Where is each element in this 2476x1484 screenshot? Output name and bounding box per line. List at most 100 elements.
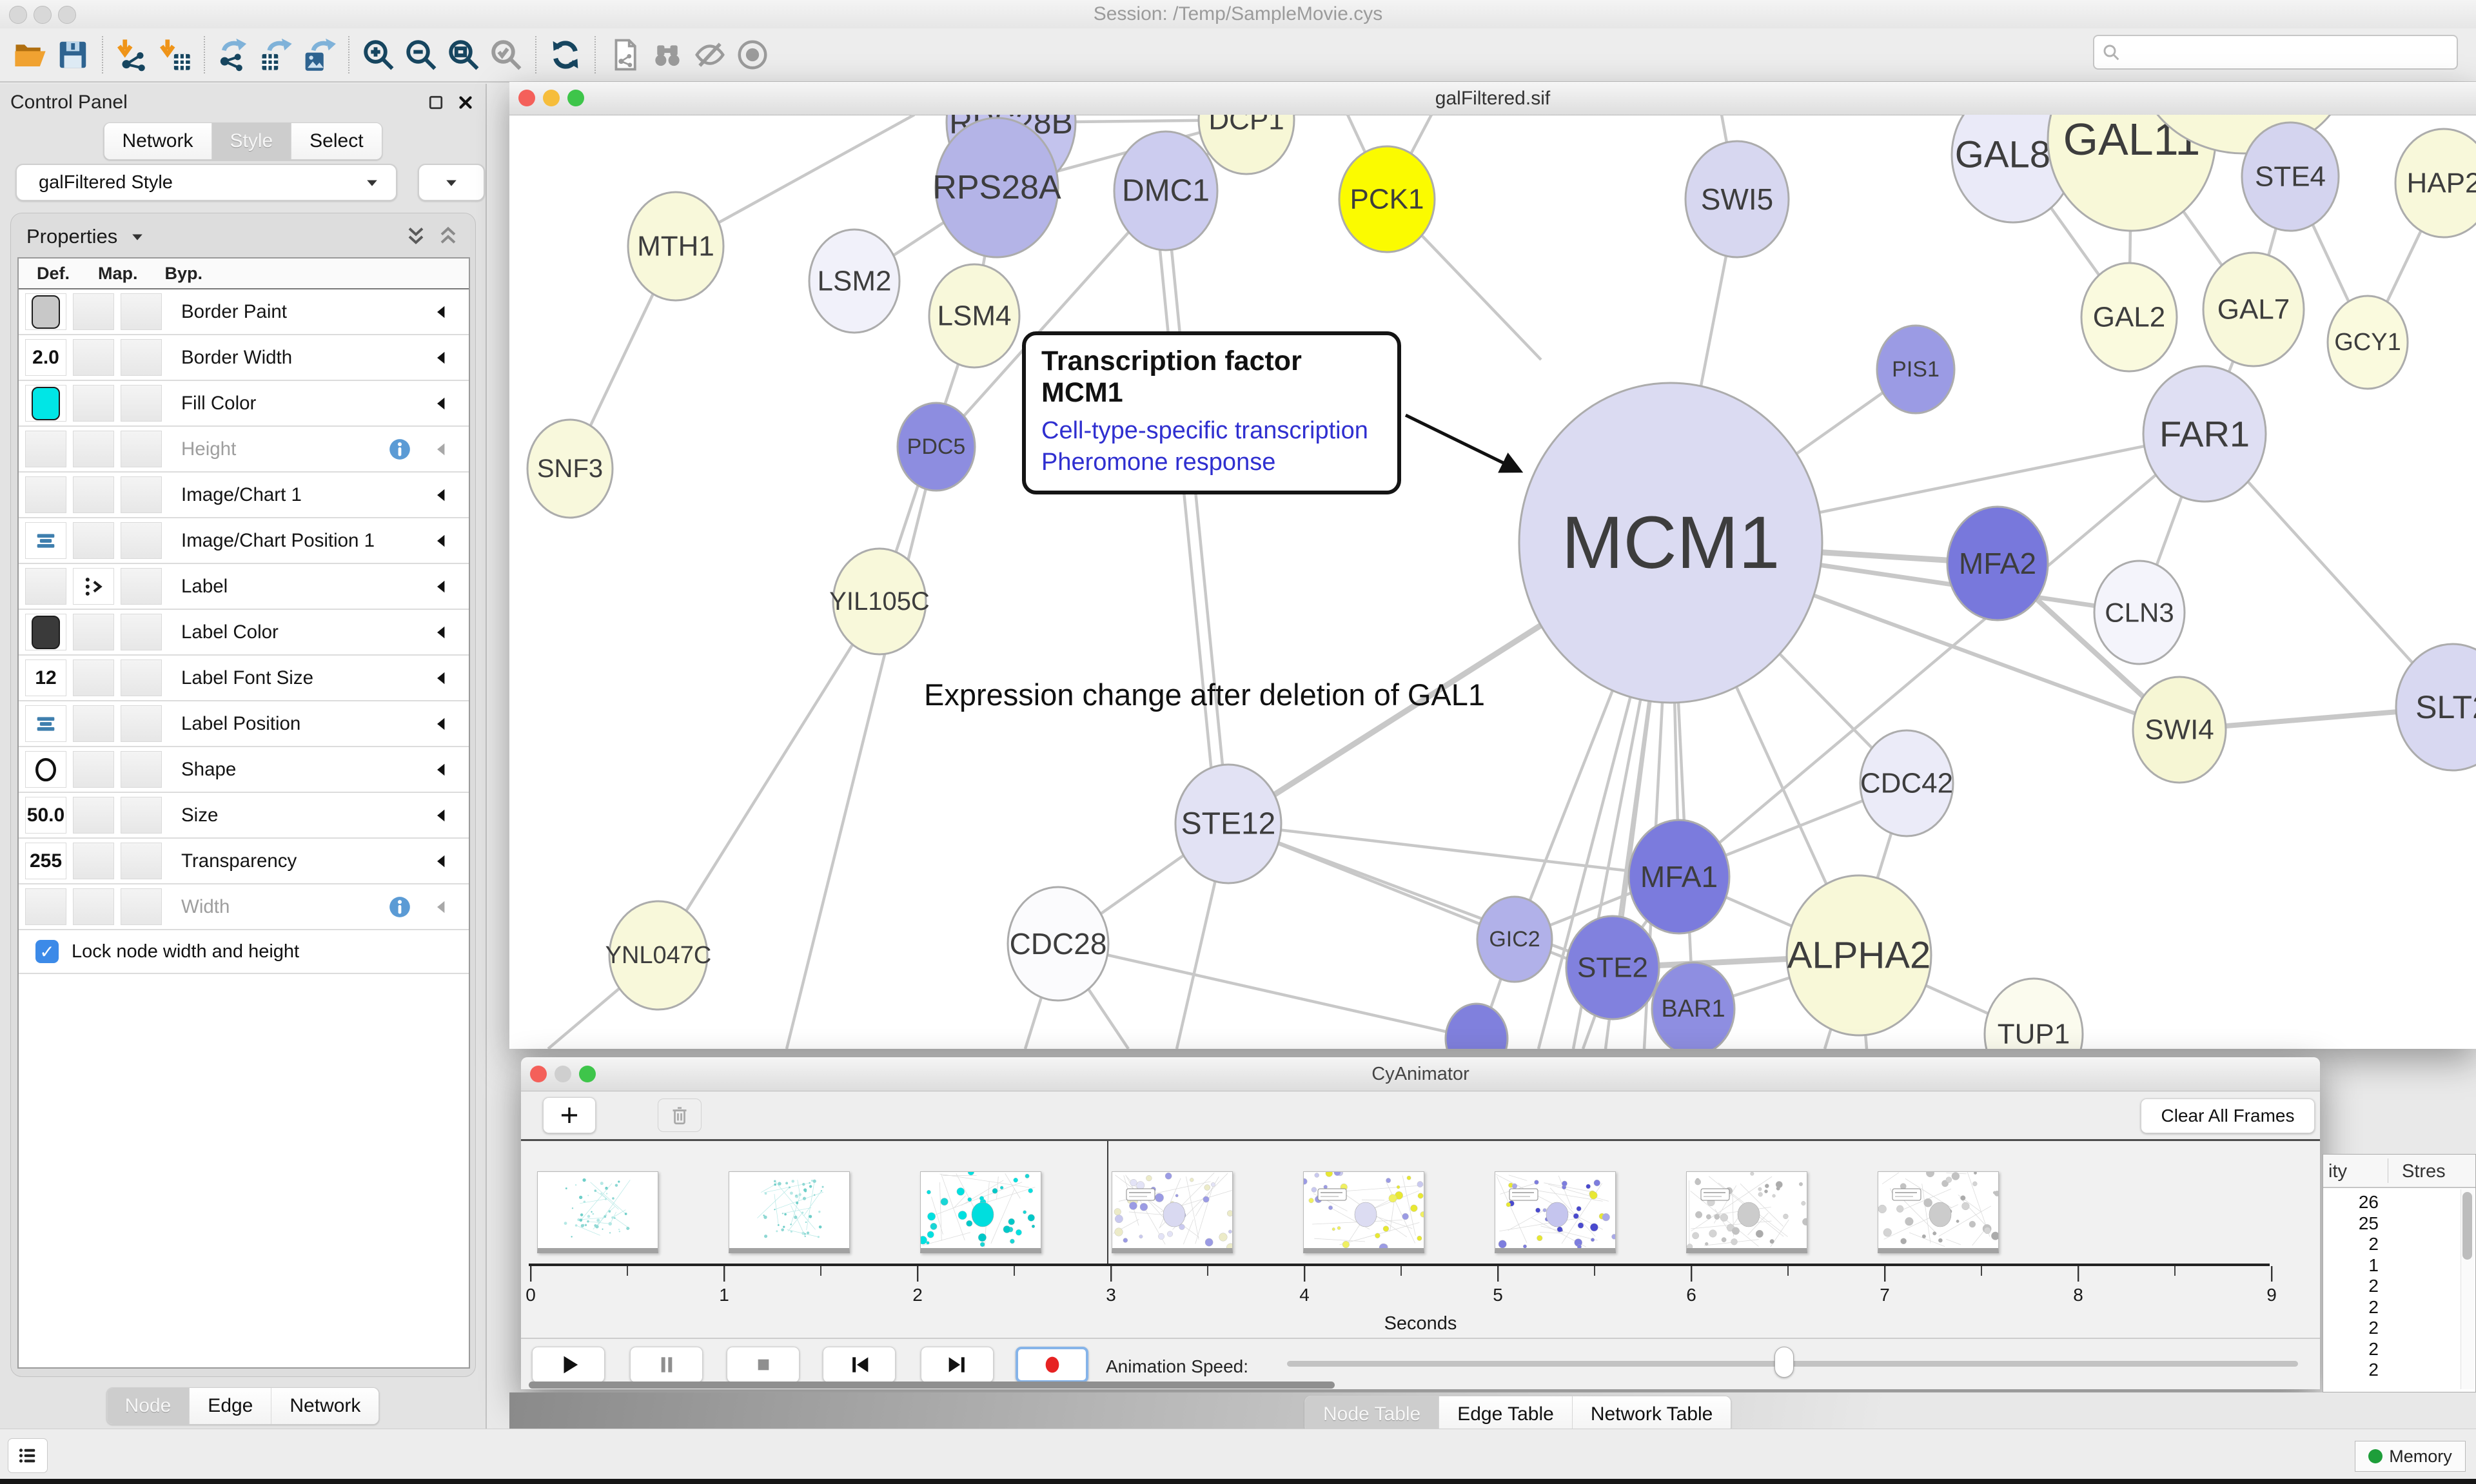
play-button[interactable] [532, 1347, 605, 1383]
expand-row-icon[interactable] [433, 716, 449, 732]
table-cell[interactable]: 2 [2368, 1276, 2379, 1296]
network-node-n_sm[interactable] [1444, 1002, 1509, 1049]
network-node-ste2[interactable]: STE2 [1565, 915, 1660, 1020]
animation-speed-thumb[interactable] [1774, 1347, 1794, 1378]
property-byp-cell[interactable] [121, 522, 162, 559]
network-node-mfa1[interactable]: MFA1 [1627, 819, 1731, 935]
expand-row-icon[interactable] [433, 349, 449, 366]
network-node-rps28a[interactable]: RPS28A [932, 117, 1061, 259]
annotation-link[interactable]: Pheromone response [1041, 449, 1276, 476]
close-window-icon[interactable] [9, 6, 27, 24]
expand-row-icon[interactable] [433, 441, 449, 458]
network-node-cdc28[interactable]: CDC28 [1007, 886, 1110, 1002]
minimize-window-icon[interactable] [543, 90, 560, 106]
timeline-frame-2s[interactable] [918, 1169, 1041, 1253]
expand-row-icon[interactable] [433, 487, 449, 503]
property-def-cell[interactable] [25, 476, 66, 513]
property-byp-cell[interactable] [121, 614, 162, 650]
table-cell[interactable]: 2 [2368, 1318, 2379, 1338]
expand-all-icon[interactable] [403, 224, 429, 253]
property-map-cell[interactable] [73, 293, 114, 330]
expand-row-icon[interactable] [433, 578, 449, 595]
network-canvas[interactable]: RPS28BRPS28ADMC1DCP1PCK1MTH1LSM2LSM4SNF3… [509, 115, 2476, 1049]
search-input[interactable] [2093, 35, 2458, 70]
table-cell[interactable]: 1 [2368, 1255, 2379, 1275]
import-table-button[interactable] [153, 34, 196, 76]
property-def-cell[interactable] [25, 751, 66, 788]
property-def-cell[interactable] [25, 293, 66, 330]
property-byp-cell[interactable] [121, 797, 162, 834]
network-node-bar1[interactable]: BAR1 [1651, 961, 1736, 1049]
property-def-cell[interactable]: 12 [25, 659, 66, 696]
property-byp-cell[interactable] [121, 568, 162, 605]
close-panel-icon[interactable] [456, 93, 475, 112]
expand-row-icon[interactable] [433, 899, 449, 915]
tab-node-table[interactable]: Node Table [1305, 1396, 1440, 1432]
refresh-layout-button[interactable] [544, 34, 587, 76]
property-byp-cell[interactable] [121, 843, 162, 879]
network-node-snf3[interactable]: SNF3 [526, 418, 614, 519]
property-row-height[interactable]: Height [19, 427, 469, 473]
network-node-ste4[interactable]: STE4 [2241, 121, 2340, 232]
network-node-hap2[interactable]: HAP2 [2394, 128, 2476, 239]
timeline-frame-5s[interactable] [1495, 1171, 1617, 1253]
network-node-ynl047c[interactable]: YNL047C [605, 900, 712, 1011]
network-node-yil105c[interactable]: YIL105C [829, 547, 930, 656]
open-session-button[interactable] [9, 34, 52, 76]
table-cell[interactable]: 2 [2368, 1360, 2379, 1380]
expand-row-icon[interactable] [433, 395, 449, 412]
table-cell[interactable]: 2 [2368, 1234, 2379, 1254]
network-node-ste12[interactable]: STE12 [1174, 763, 1282, 884]
tab-edge[interactable]: Edge [190, 1388, 272, 1424]
find-button[interactable] [646, 34, 689, 76]
minimize-window-icon[interactable] [555, 1066, 571, 1082]
zoom-window-icon[interactable] [567, 90, 584, 106]
minimize-window-icon[interactable] [34, 6, 52, 24]
timeline-frame-1s[interactable] [729, 1171, 850, 1253]
property-row-label-color[interactable]: Label Color [19, 610, 469, 656]
network-node-slt2[interactable]: SLT2 [2395, 643, 2476, 772]
network-node-lsm2[interactable]: LSM2 [808, 228, 901, 334]
network-node-mfa2[interactable]: MFA2 [1946, 505, 2049, 621]
property-row-fill-color[interactable]: Fill Color [19, 381, 469, 427]
property-map-cell[interactable] [73, 705, 114, 742]
skip-start-button[interactable] [823, 1347, 896, 1383]
property-def-cell[interactable]: 255 [25, 843, 66, 879]
property-row-shape[interactable]: Shape [19, 747, 469, 793]
property-byp-cell[interactable] [121, 385, 162, 422]
property-row-label-position[interactable]: Label Position [19, 701, 469, 747]
export-table-button[interactable] [255, 34, 298, 76]
property-def-cell[interactable] [25, 385, 66, 422]
network-node-swi4[interactable]: SWI4 [2132, 676, 2227, 784]
property-row-border-width[interactable]: 2.0 Border Width [19, 335, 469, 381]
network-node-far1[interactable]: FAR1 [2142, 365, 2267, 503]
table-cell[interactable]: 26 [2358, 1192, 2379, 1212]
network-node-pdc5[interactable]: PDC5 [896, 402, 976, 492]
property-map-cell[interactable] [73, 385, 114, 422]
network-node-swi5[interactable]: SWI5 [1684, 140, 1790, 259]
panel-list-button[interactable] [8, 1438, 48, 1473]
network-node-dmc1[interactable]: DMC1 [1113, 130, 1219, 251]
vertical-scrollbar[interactable] [2461, 1189, 2474, 1389]
zoom-out-button[interactable] [400, 34, 442, 76]
property-byp-cell[interactable] [121, 659, 162, 696]
property-def-cell[interactable] [25, 568, 66, 605]
property-byp-cell[interactable] [121, 431, 162, 467]
stop-button[interactable] [727, 1347, 800, 1383]
info-icon[interactable] [388, 895, 412, 919]
clear-all-frames-button[interactable]: Clear All Frames [2141, 1098, 2315, 1133]
property-def-cell[interactable] [25, 522, 66, 559]
property-map-cell[interactable] [73, 431, 114, 467]
property-row-label[interactable]: Label [19, 564, 469, 610]
property-map-cell[interactable] [73, 659, 114, 696]
network-node-alpha2[interactable]: ALPHA2 [1785, 874, 1932, 1037]
pause-button[interactable] [630, 1347, 703, 1383]
clone-network-view-button[interactable] [604, 34, 646, 76]
style-selector-dropdown[interactable]: galFiltered Style [15, 164, 397, 201]
property-byp-cell[interactable] [121, 751, 162, 788]
table-column-header[interactable]: ity [2328, 1161, 2347, 1182]
property-byp-cell[interactable] [121, 476, 162, 513]
show-graphics-details-button[interactable] [731, 34, 774, 76]
tab-style[interactable]: Style [211, 123, 292, 159]
property-map-cell[interactable] [73, 843, 114, 879]
